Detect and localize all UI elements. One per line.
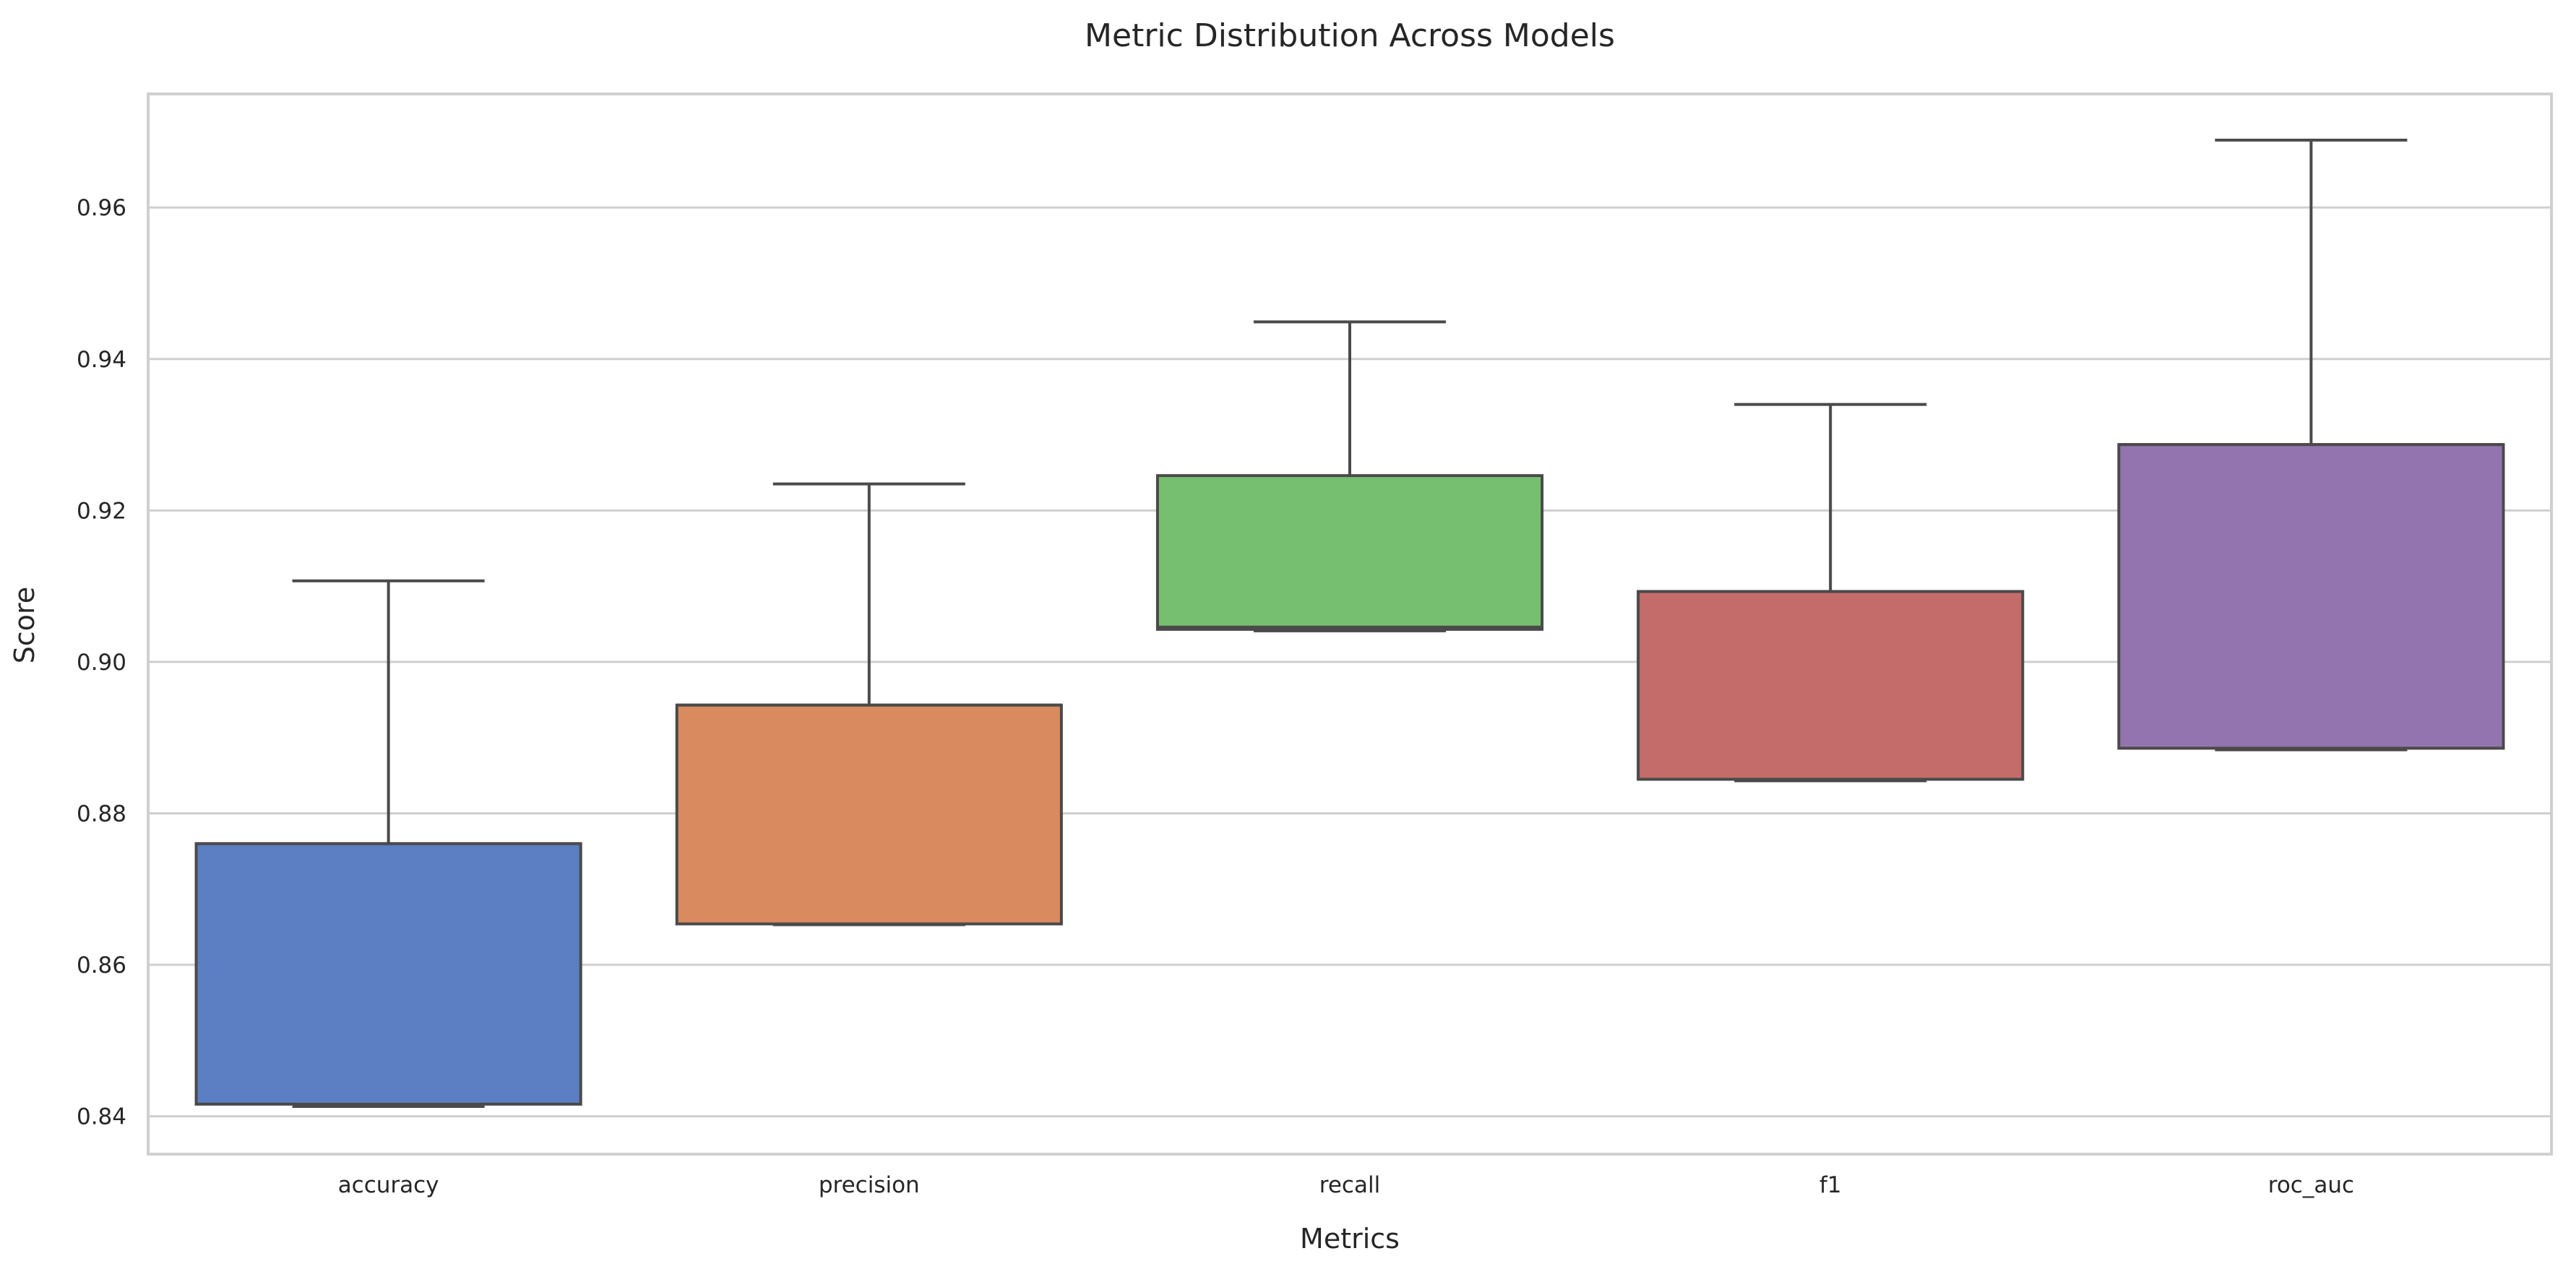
x-tick-label: roc_auc bbox=[2268, 1172, 2354, 1198]
y-axis-label: Score bbox=[9, 587, 40, 663]
x-tick-label: recall bbox=[1319, 1172, 1380, 1198]
box-recall bbox=[1155, 474, 1544, 631]
x-tick-label: precision bbox=[819, 1172, 920, 1198]
y-tick-label: 0.88 bbox=[77, 801, 126, 827]
box-f1 bbox=[1637, 590, 2025, 781]
y-tick-label: 0.86 bbox=[77, 953, 126, 979]
y-tick-label: 0.96 bbox=[77, 195, 126, 221]
x-tick-label: f1 bbox=[1819, 1172, 1842, 1198]
y-tick-label: 0.84 bbox=[77, 1104, 126, 1130]
x-axis-label: Metrics bbox=[1300, 1223, 1400, 1255]
chart-title: Metric Distribution Across Models bbox=[1085, 17, 1615, 54]
y-tick-label: 0.90 bbox=[77, 650, 126, 676]
y-tick-label: 0.92 bbox=[77, 498, 126, 524]
box-roc_auc bbox=[2117, 443, 2505, 750]
box-accuracy bbox=[194, 842, 582, 1106]
y-tick-label: 0.94 bbox=[77, 347, 126, 373]
box-precision bbox=[675, 703, 1063, 926]
x-tick-label: accuracy bbox=[338, 1172, 439, 1198]
